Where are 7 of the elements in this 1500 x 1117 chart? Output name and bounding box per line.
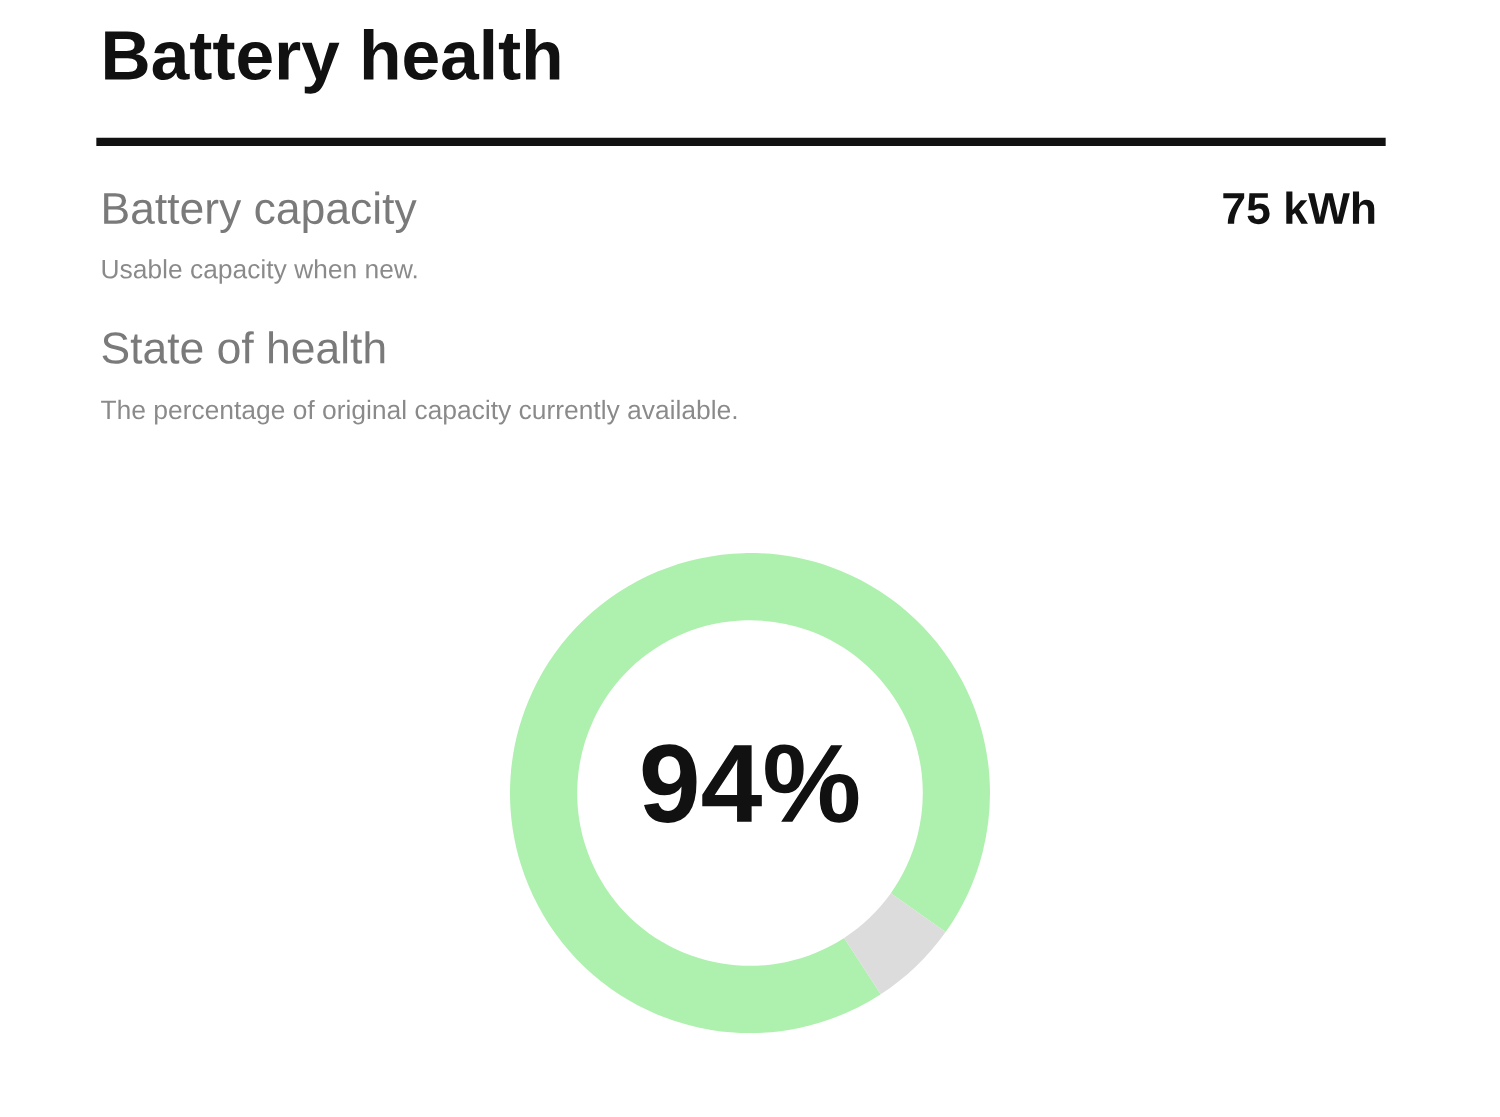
text: 75 kWh xyxy=(1223,191,1375,225)
text: The percentage of original capacity currently available. xyxy=(101,399,737,425)
text: Usable capacity when new. xyxy=(102,259,417,284)
chart-title: Battery health xyxy=(105,29,560,94)
text: Battery capacity xyxy=(104,191,417,233)
data-label: 94% xyxy=(642,744,859,823)
text: State of health xyxy=(102,331,385,364)
